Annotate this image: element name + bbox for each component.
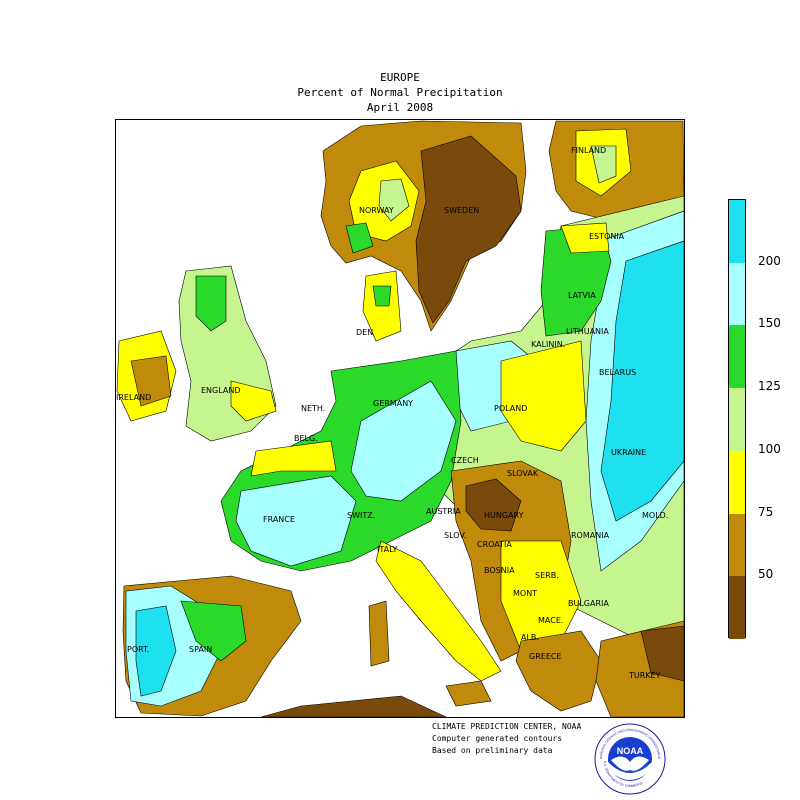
- land-france-dry: [250, 440, 337, 477]
- land-portugal-wettest: [135, 605, 177, 697]
- country-label: FINLAND: [571, 146, 606, 155]
- land-poland-dry: [500, 340, 587, 452]
- country-label: CZECH: [451, 456, 479, 465]
- legend-tick-label: 200: [758, 253, 781, 268]
- land-ireland-dry: [130, 355, 172, 407]
- footer-credit: CLIMATE PREDICTION CENTER, NOAA: [432, 722, 582, 731]
- legend-swatch: [729, 200, 745, 263]
- country-label: HUNGARY: [484, 511, 524, 520]
- country-label: SWEDEN: [444, 206, 479, 215]
- country-label: FRANCE: [263, 515, 295, 524]
- land-germany-wet: [350, 380, 457, 502]
- country-label: SLOV.: [444, 531, 466, 540]
- country-label: NORWAY: [359, 206, 394, 215]
- land-sicily: [445, 680, 492, 707]
- country-label: ITALY: [377, 545, 397, 554]
- country-label: NETH.: [301, 404, 325, 413]
- land-turkey-dry: [640, 625, 684, 682]
- country-label: IRELAND: [116, 393, 151, 402]
- country-label: PORT.: [127, 645, 150, 654]
- country-label: BELARUS: [599, 368, 636, 377]
- legend-tick-label: 125: [758, 379, 781, 394]
- legend-swatch: [729, 450, 745, 514]
- country-label: ESTONIA: [589, 232, 625, 241]
- country-label: SLOVAK: [507, 469, 539, 478]
- map-period: April 2008: [366, 101, 434, 114]
- precipitation-legend: [728, 199, 746, 639]
- land-sweden-dry: [415, 135, 522, 324]
- country-label: LITHUANIA: [566, 327, 609, 336]
- land-estonia: [560, 222, 610, 254]
- legend-tick-label: 50: [758, 567, 774, 582]
- country-label: ENGLAND: [201, 386, 241, 395]
- land-spain-green: [180, 600, 247, 662]
- country-label: MOLD.: [642, 511, 668, 520]
- land-ukraine-wettest: [600, 240, 684, 522]
- land-denmark-green: [372, 285, 392, 307]
- legend-tick-label: 100: [758, 441, 781, 456]
- land-north-africa: [260, 695, 447, 717]
- legend-swatch: [729, 325, 745, 389]
- land-greece: [515, 630, 602, 712]
- country-label: BELG.: [294, 434, 318, 443]
- country-label: SPAIN: [189, 645, 212, 654]
- legend-swatch: [729, 576, 745, 639]
- map-labels: FINLAND NORWAY SWEDEN ESTONIA LATVIA LITHUANI…: [116, 146, 668, 680]
- country-label: CROATIA: [477, 540, 512, 549]
- land-sardinia: [368, 600, 390, 667]
- footer-contours-note: Computer generated contours: [432, 734, 563, 743]
- country-label: BOSNIA: [484, 566, 515, 575]
- country-label: UKRAINE: [611, 448, 646, 457]
- country-label: SWITZ.: [347, 511, 375, 520]
- land-britain-green: [195, 275, 227, 332]
- legend-tick-label: 150: [758, 316, 781, 331]
- country-label: ALB.: [521, 633, 539, 642]
- country-label: GREECE: [529, 652, 562, 661]
- country-label: TURKEY: [628, 671, 661, 680]
- map-title: EUROPE: [380, 71, 420, 84]
- country-label: KALININ.: [531, 340, 565, 349]
- country-label: DEN: [356, 328, 373, 337]
- footer-data-note: Based on preliminary data: [432, 746, 553, 755]
- map-canvas: FINLAND NORWAY SWEDEN ESTONIA LATVIA LITHUANI…: [116, 120, 684, 717]
- land-shapes: [116, 120, 684, 717]
- legend-swatch: [729, 262, 745, 326]
- land-finland-wet2: [590, 145, 617, 184]
- country-label: BULGARIA: [568, 599, 609, 608]
- land-norway-south: [345, 222, 374, 254]
- land-england-dry: [230, 380, 277, 422]
- country-label: POLAND: [494, 404, 527, 413]
- country-label: AUSTRIA: [426, 507, 461, 516]
- country-label: SERB.: [535, 571, 559, 580]
- land-norway-wet2: [378, 178, 410, 222]
- country-label: MONT: [513, 589, 537, 598]
- country-label: LATVIA: [568, 291, 596, 300]
- country-label: MACE.: [538, 616, 563, 625]
- noaa-logo-text: NOAA: [617, 746, 644, 756]
- legend-swatch: [729, 388, 745, 451]
- legend-swatch: [729, 513, 745, 577]
- land-hungary-dry: [465, 478, 522, 532]
- precipitation-map: FINLAND NORWAY SWEDEN ESTONIA LATVIA LITHUANI…: [115, 119, 685, 718]
- country-label: ROMANIA: [571, 531, 610, 540]
- noaa-logo: NOAA NATIONAL OCEANIC AND ATMOSPHERIC AD…: [593, 722, 666, 795]
- country-label: GERMANY: [373, 399, 413, 408]
- map-subtitle: Percent of Normal Precipitation: [297, 86, 503, 99]
- land-france-wet: [235, 475, 357, 567]
- legend-tick-label: 75: [758, 504, 774, 519]
